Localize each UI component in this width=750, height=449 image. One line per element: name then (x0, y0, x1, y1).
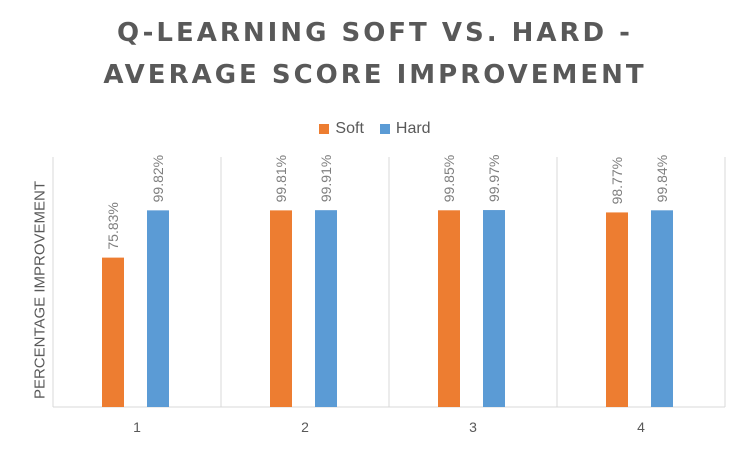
legend-item-soft: Soft (319, 120, 364, 138)
data-label-hard-1: 99.82% (150, 155, 166, 202)
x-tick-label-4: 4 (637, 419, 645, 435)
legend-item-hard: Hard (379, 120, 431, 138)
bar-hard-3 (483, 210, 505, 407)
legend-label-soft: Soft (335, 120, 364, 137)
bar-hard-2 (315, 210, 337, 407)
data-label-soft-2: 99.81% (273, 155, 289, 202)
data-label-soft-3: 99.85% (441, 155, 457, 202)
data-label-soft-1: 75.83% (105, 202, 121, 249)
data-label-hard-4: 99.84% (654, 155, 670, 202)
bar-hard-4 (651, 210, 673, 407)
legend-label-hard: Hard (395, 120, 431, 137)
x-tick-label-2: 2 (301, 419, 309, 435)
data-label-soft-4: 98.77% (609, 157, 625, 204)
bar-soft-3 (438, 210, 460, 407)
bar-hard-1 (147, 210, 169, 407)
x-tick-label-3: 3 (469, 419, 477, 435)
bar-soft-2 (270, 210, 292, 407)
bar-soft-4 (606, 212, 628, 407)
data-label-hard-3: 99.97% (486, 155, 502, 202)
legend-swatch-soft (319, 124, 330, 134)
bar-soft-1 (102, 257, 124, 407)
data-label-hard-2: 99.91% (318, 155, 334, 202)
x-tick-label-1: 1 (133, 419, 141, 435)
chart-title-line-2: AVERAGE SCORE IMPROVEMENT (103, 60, 647, 90)
chart-title-line-1: Q-LEARNING SOFT VS. HARD - (117, 18, 633, 48)
legend: Soft Hard (0, 120, 750, 138)
legend-swatch-hard (379, 124, 390, 134)
